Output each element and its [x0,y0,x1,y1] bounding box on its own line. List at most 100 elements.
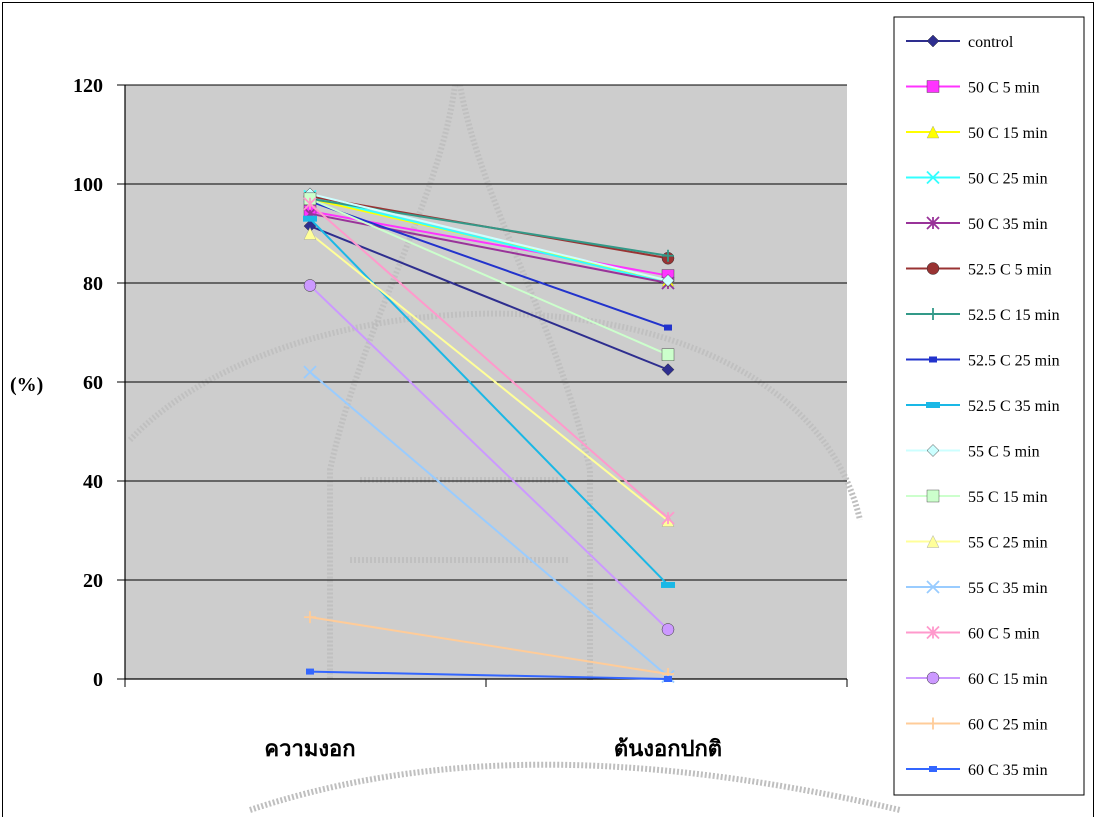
series-group [303,187,675,684]
legend-label: 50 C 25 min [968,171,1048,188]
x-category-label: ต้นงอกปกติ [614,736,722,761]
legend-label: 60 C 5 min [968,626,1040,643]
marker-shape [661,581,675,588]
legend-label: 50 C 35 min [968,216,1048,233]
marker [664,676,672,682]
y-tick-label: 0 [93,669,103,691]
series-line [309,232,669,522]
marker [661,511,675,525]
marker-shape [926,444,940,457]
y-tick-label: 60 [83,372,103,394]
marker [926,34,940,48]
marker [926,535,940,548]
marker [664,324,672,331]
marker-shape [926,216,940,230]
series-line [309,195,669,284]
marker [926,671,940,685]
marker-shape [661,511,675,525]
series-52-5-c-35-min [303,215,675,588]
marker [926,489,940,503]
legend-label: 55 C 15 min [968,489,1048,506]
marker [926,580,940,594]
series-line [309,284,669,631]
marker-shape [926,402,940,408]
legend-item: 52.5 C 35 min [906,398,1060,415]
marker-shape [662,249,674,262]
legend-item: control [906,34,1014,51]
marker-shape [926,262,940,275]
legend-item: 50 C 25 min [906,171,1048,188]
gridlines [125,84,847,581]
legend-label: 52.5 C 35 min [968,398,1060,415]
legend-item: 55 C 5 min [906,444,1040,461]
marker [926,625,940,640]
marker [926,80,940,93]
axes: 0 20 40 60 80 100 120 ความงอก ต้นงอกปกติ (%) [10,75,848,761]
marker-shape [303,365,317,379]
marker [661,274,675,287]
marker [303,227,317,240]
marker [927,308,939,320]
legend-item: 52.5 C 15 min [906,307,1060,324]
marker-shape [664,324,672,331]
marker-shape [926,170,940,185]
series-line [309,616,669,676]
legend-label: 60 C 25 min [968,717,1048,734]
marker [303,279,317,292]
legend-item: 55 C 25 min [906,535,1048,552]
marker-shape [661,274,675,287]
marker-shape [926,580,940,594]
series-60-c-15-min [303,279,675,636]
legend-item: 60 C 5 min [906,626,1040,643]
legend-label: 60 C 15 min [968,671,1048,688]
legend-item: 50 C 35 min [906,216,1048,233]
legend-label: 52.5 C 15 min [968,307,1060,324]
marker-shape [926,535,940,548]
legend-label: 52.5 C 5 min [968,262,1052,279]
legend-label: 50 C 15 min [968,125,1048,142]
marker [661,363,675,376]
series-line [309,225,669,371]
marker [926,402,940,408]
series-60-c-5-min [303,197,675,525]
marker-shape [303,197,317,211]
legend-item: 52.5 C 5 min [906,262,1052,279]
legend-item: 55 C 15 min [906,489,1048,506]
marker [926,216,940,230]
marker [303,215,317,222]
legend-item: 60 C 35 min [906,762,1048,779]
marker-shape [661,363,675,376]
legend-label: control [968,34,1014,51]
legend: control 50 C 5 min 50 C 15 min 50 C 25 min 5… [893,16,1085,796]
series-line [309,670,669,680]
marker-shape [661,623,675,636]
legend-item: 55 C 35 min [906,580,1048,597]
marker-shape [926,671,940,685]
marker [929,356,937,363]
marker [306,668,314,675]
marker-shape [926,625,940,640]
y-tick-label: 120 [73,75,103,97]
marker [303,197,317,211]
y-tick-label: 100 [73,174,103,196]
marker-shape [306,668,314,675]
marker [927,717,939,730]
series-line [309,200,669,329]
marker-shape [927,308,939,320]
marker-shape [926,34,940,48]
legend-label: 50 C 5 min [968,80,1040,97]
marker [929,766,937,772]
x-category-label: ความงอก [264,736,355,761]
marker [304,611,316,624]
marker-shape [303,279,317,292]
y-tick-label: 80 [83,273,103,295]
y-axis-label: (%) [10,374,43,396]
marker [661,581,675,588]
legend-label: 55 C 25 min [968,535,1048,552]
marker-shape [927,717,939,730]
marker-shape [304,611,316,624]
marker [661,348,675,361]
marker [926,125,940,139]
series-line [309,203,669,519]
legend-label: 55 C 35 min [968,580,1048,597]
